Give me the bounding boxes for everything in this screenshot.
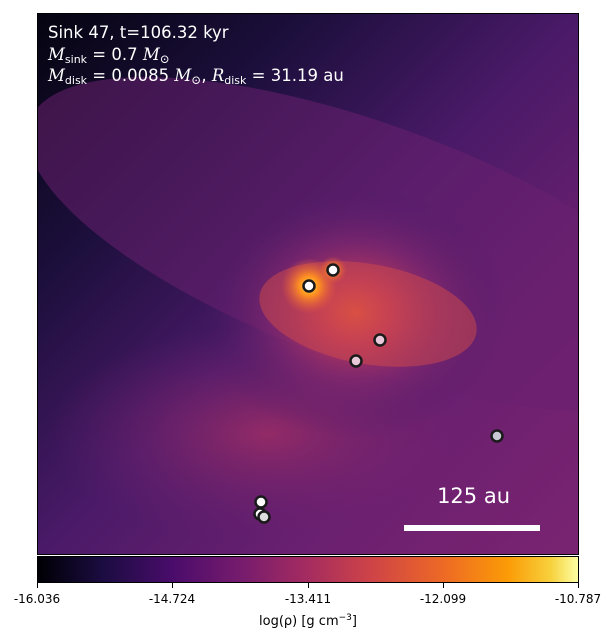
colorbar-label: log(ρ) [g cm−3] [259, 613, 357, 629]
colorbar-tick [443, 583, 444, 588]
colorbar-tick [578, 583, 579, 588]
sink-marker [254, 495, 268, 509]
sink-marker [326, 263, 340, 277]
disk-properties: Mdisk = 0.0085 M⊙, Rdisk = 31.19 au [48, 66, 344, 87]
colorbar-tick-label: -14.724 [148, 592, 196, 606]
colorbar-tick-label: -16.036 [13, 592, 61, 606]
colorbar-tick [172, 583, 173, 588]
sink-mass: Msink = 0.7 M⊙ [48, 45, 170, 66]
colorbar-tick [37, 583, 38, 588]
sink-marker [257, 510, 271, 524]
colorbar-tick [308, 583, 309, 588]
sink-markers [253, 263, 504, 524]
colorbar-tick-label: -12.099 [419, 592, 467, 606]
sink-marker [349, 354, 363, 368]
density-map: Sink 47, t=106.32 kyr Msink = 0.7 M⊙ Mdi… [37, 13, 579, 555]
colorbar-tick-label: -10.787 [554, 592, 602, 606]
density-field [38, 14, 578, 554]
sink-marker [490, 429, 504, 443]
sink-marker [373, 333, 387, 347]
scale-bar [404, 525, 540, 531]
sink-marker [302, 279, 316, 293]
scale-bar-label: 125 au [437, 484, 510, 508]
colorbar-tick-label: -13.411 [284, 592, 332, 606]
colorbar [37, 556, 579, 583]
sink-title: Sink 47, t=106.32 kyr [48, 23, 229, 42]
